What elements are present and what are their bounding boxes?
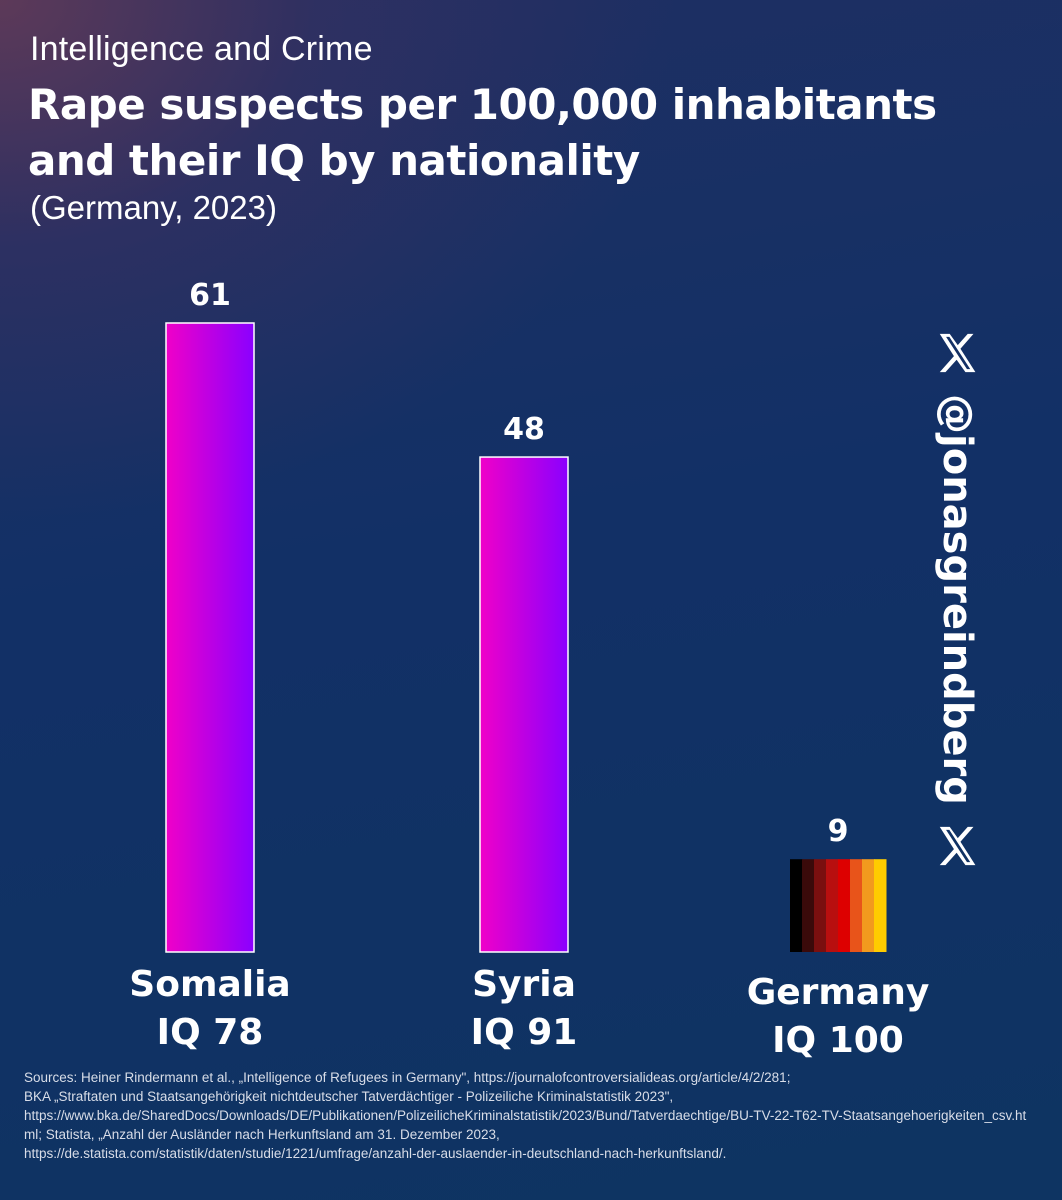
source-line: BKA „Straftaten und Staatsangehörigkeit … [24,1089,674,1104]
data-label: 48 [503,412,545,447]
bar-germany [790,859,887,952]
x-logo-icon [939,333,976,373]
x-logo-icon [939,826,976,866]
flag-stripe [862,859,875,952]
chart-title: Rape suspects per 100,000 inhabitants an… [28,80,937,185]
category-label: Syria [472,964,576,1005]
iq-label: IQ 78 [157,1012,264,1053]
chart-subtitle: (Germany, 2023) [30,189,277,226]
sources-footnote: Sources: Heiner Rindermann et al., „Inte… [24,1068,1034,1163]
flag-stripe [790,859,803,952]
iq-label: IQ 91 [471,1012,578,1053]
bar-syria [479,456,569,953]
iq-label: IQ 100 [772,1020,904,1061]
flag-stripe [814,859,827,952]
source-line: https://www.bka.de/SharedDocs/Downloads/… [24,1108,1027,1142]
data-label: 9 [828,814,849,849]
flag-stripe [802,859,815,952]
flag-stripe [874,859,887,952]
flag-stripe [850,859,863,952]
category-label: Germany [747,972,930,1013]
category-label: Somalia [129,964,290,1005]
bar-somalia [165,322,255,953]
flag-stripe [838,859,851,952]
flag-stripe [826,859,839,952]
source-line: Sources: Heiner Rindermann et al., „Inte… [24,1070,791,1085]
data-label: 61 [189,278,231,313]
source-line: https://de.statista.com/statistik/daten/… [24,1146,727,1161]
chart-supertitle: Intelligence and Crime [30,30,373,68]
handle-text: @jonasgreindberg [934,394,980,805]
